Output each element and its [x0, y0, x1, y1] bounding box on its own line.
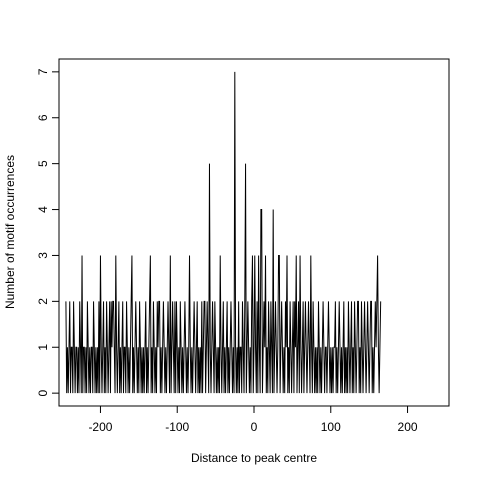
x-tick-label: -100 [165, 420, 189, 434]
y-tick-label: 3 [36, 252, 50, 259]
y-axis-label: Number of motif occurrences [3, 155, 17, 309]
y-tick-label: 6 [36, 114, 50, 121]
x-tick-label: 200 [398, 420, 418, 434]
series-line [65, 71, 382, 394]
x-tick-label: 100 [321, 420, 341, 434]
x-axis-label: Distance to peak centre [191, 451, 317, 465]
y-tick-label: 7 [36, 68, 50, 75]
x-axis: -200 -100 0 100 200 [88, 405, 418, 434]
y-tick-label: 1 [36, 344, 50, 351]
y-tick-label: 0 [36, 389, 50, 396]
y-tick-label: 4 [36, 206, 50, 213]
y-tick-label: 5 [36, 160, 50, 167]
x-tick-label: 0 [251, 420, 258, 434]
y-tick-label: 2 [36, 298, 50, 305]
x-tick-label: -200 [88, 420, 112, 434]
y-axis: 0 1 2 3 4 5 6 7 [36, 68, 60, 396]
